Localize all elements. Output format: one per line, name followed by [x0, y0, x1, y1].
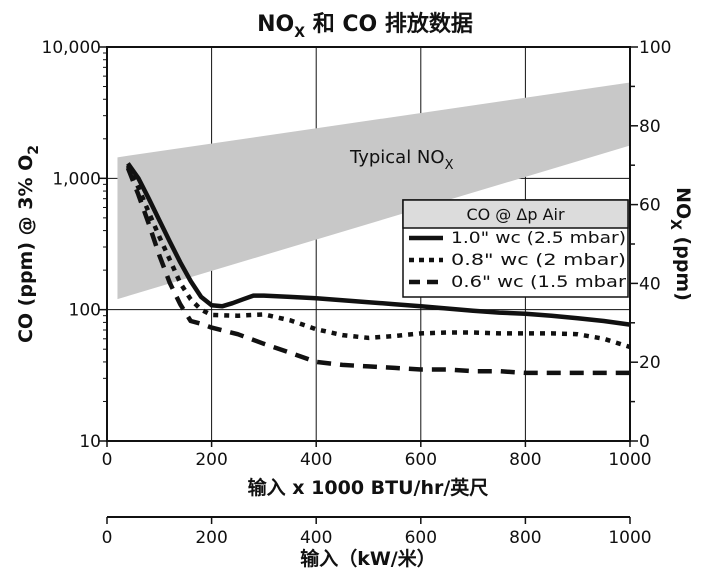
x-axis-ticks: 0 200 400 600 800 1000	[102, 441, 652, 470]
x2-tick-label: 0	[102, 528, 113, 548]
series-line-1	[126, 162, 631, 327]
y-left-tick-label: 100	[69, 301, 101, 321]
y-right-tick-label: 60	[639, 196, 661, 216]
x-tick-label: 400	[300, 450, 332, 470]
y-right-tick-label: 40	[639, 274, 661, 294]
y-right-tick-label: 100	[639, 38, 671, 58]
x2-tick-label: 400	[300, 528, 332, 548]
y-left-tick-label: 10	[79, 432, 101, 452]
x-tick-label: 0	[102, 450, 113, 470]
legend-header	[402, 199, 629, 229]
x2-tick-label: 800	[509, 528, 541, 548]
legend: CO @ Δp Air 1.0" wc (2.5 mbar) 0.8" wc (2 …	[402, 199, 629, 298]
y-right-tick-label: 80	[639, 117, 661, 137]
series-line-3	[125, 167, 630, 376]
x2-tick-label: 1000	[608, 528, 651, 548]
chart-title: NOX 和 CO 排放数据	[257, 11, 473, 41]
legend-title: CO @ Δp Air	[466, 205, 565, 224]
y-left-tick-label: 1,000	[52, 169, 101, 189]
band-label: Typical NOX	[349, 147, 454, 173]
x-tick-label: 800	[509, 450, 541, 470]
x2-axis-title: 输入（kW/米）	[300, 547, 436, 570]
typical-nox-band	[117, 82, 630, 300]
x2-tick-label: 600	[405, 528, 437, 548]
y-left-axis-ticks: 10 100 1,000 10,000	[42, 38, 107, 452]
series-line-2	[125, 164, 631, 350]
y-right-axis-ticks: 0 20 40 60 80 100	[630, 38, 671, 452]
y-right-tick-label: 20	[639, 353, 661, 373]
legend-label-1: 1.0" wc (2.5 mbar)	[451, 228, 626, 247]
typical-nox-band-area	[117, 82, 630, 300]
series-group	[125, 162, 631, 376]
x-tick-label: 200	[195, 450, 227, 470]
x-axis-title: 输入 x 1000 BTU/hr/英尺	[248, 476, 489, 499]
y-right-tick-label: 0	[639, 432, 650, 452]
x-tick-label: 600	[405, 450, 437, 470]
y-left-tick-label: 10,000	[42, 38, 101, 58]
x2-tick-label: 200	[195, 528, 227, 548]
legend-label-2: 0.8" wc (2 mbar)	[451, 250, 626, 269]
y-right-axis-title: NOX (ppm)	[667, 187, 694, 301]
x2-axis-ticks: 0 200 400 600 800 1000	[102, 517, 652, 548]
x-tick-label: 1000	[608, 450, 651, 470]
y-left-axis-title: CO (ppm) @ 3% O2	[15, 145, 42, 343]
legend-label-3: 0.6" wc (1.5 mbar	[451, 272, 627, 291]
